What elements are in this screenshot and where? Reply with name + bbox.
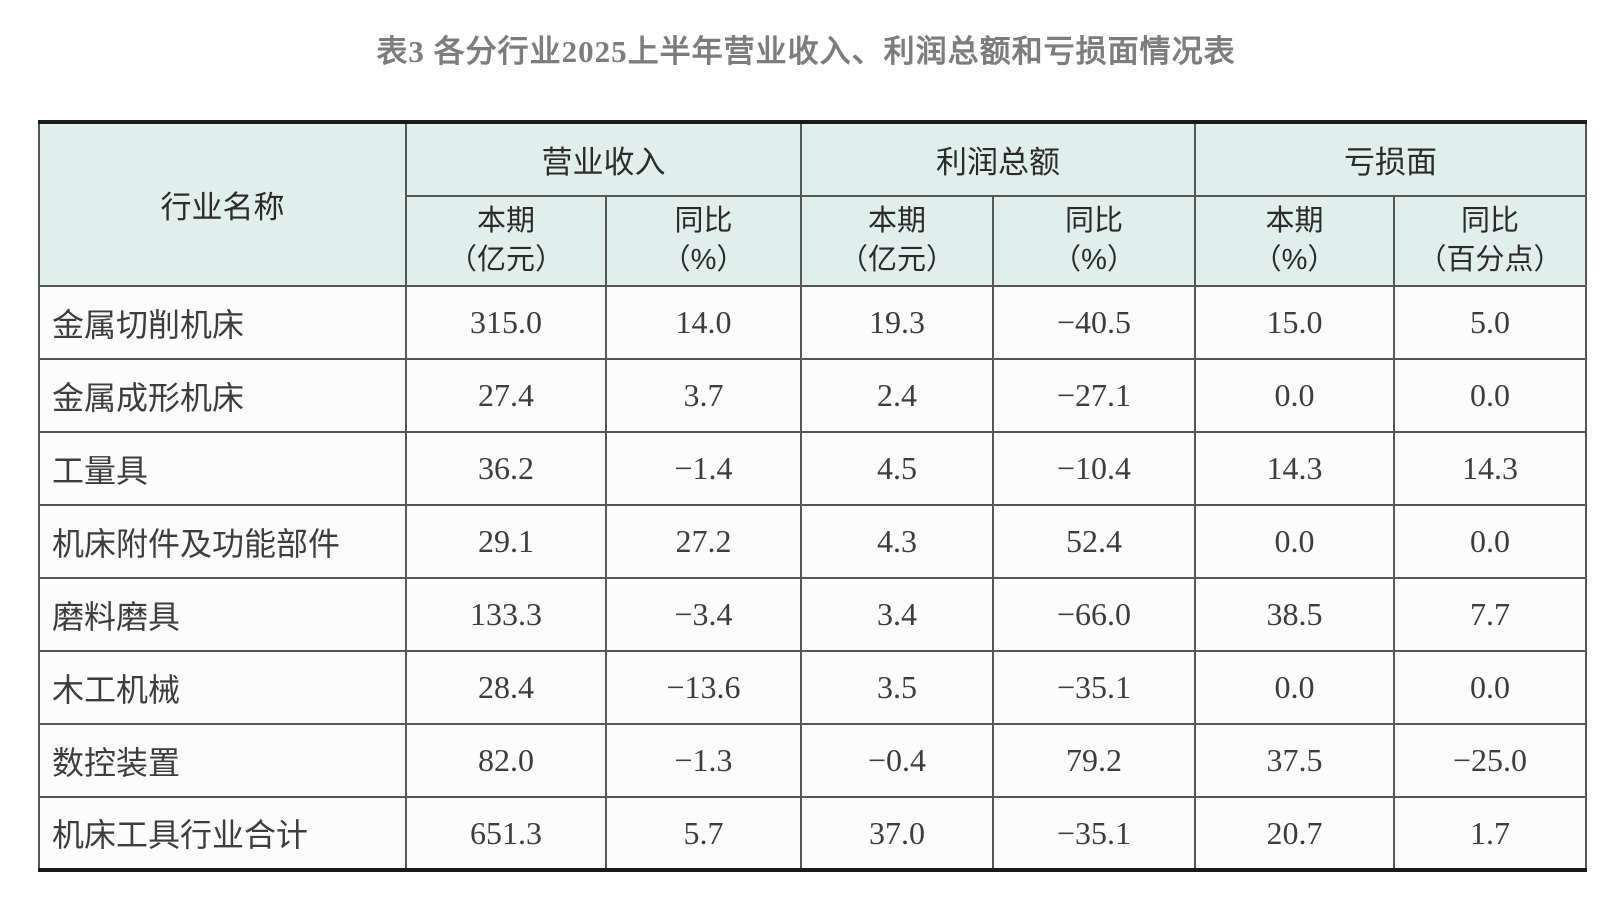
group-header-revenue: 营业收入	[405, 121, 802, 198]
value-cell: 37.5	[1194, 723, 1395, 799]
value-cell: 20.7	[1194, 796, 1395, 872]
subheader-revenue-yoy: 同比 （%）	[605, 195, 802, 288]
value-cell: −1.3	[605, 723, 802, 799]
value-cell: 1.7	[1393, 796, 1587, 872]
subheader-revenue-current: 本期 （亿元）	[405, 195, 607, 288]
table-body: 金属切削机床 315.0 14.0 19.3 −40.5 15.0 5.0 金属…	[38, 285, 1587, 872]
value-cell: −13.6	[605, 650, 802, 726]
value-cell: 82.0	[405, 723, 607, 799]
industry-name-cell: 数控装置	[38, 723, 407, 799]
value-cell: 27.4	[405, 358, 607, 434]
industry-name-cell: 机床附件及功能部件	[38, 504, 407, 580]
value-cell: −1.4	[605, 431, 802, 507]
value-cell: 15.0	[1194, 285, 1395, 361]
value-cell: 79.2	[992, 723, 1196, 799]
value-cell: −10.4	[992, 431, 1196, 507]
value-cell: 19.3	[800, 285, 994, 361]
value-cell: 14.0	[605, 285, 802, 361]
value-cell: 3.7	[605, 358, 802, 434]
value-cell: 0.0	[1393, 358, 1587, 434]
value-cell: 4.3	[800, 504, 994, 580]
table-row: 木工机械 28.4 −13.6 3.5 −35.1 0.0 0.0	[38, 650, 1587, 726]
value-cell: 315.0	[405, 285, 607, 361]
value-cell: 52.4	[992, 504, 1196, 580]
value-cell: 0.0	[1194, 358, 1395, 434]
value-cell: 7.7	[1393, 577, 1587, 653]
value-cell: 133.3	[405, 577, 607, 653]
industry-name-cell: 木工机械	[38, 650, 407, 726]
value-cell: 5.7	[605, 796, 802, 872]
value-cell: −0.4	[800, 723, 994, 799]
page-title: 表3 各分行业2025上半年营业收入、利润总额和亏损面情况表	[376, 34, 1236, 69]
value-cell: −25.0	[1393, 723, 1587, 799]
value-cell: −66.0	[992, 577, 1196, 653]
table-row: 机床附件及功能部件 29.1 27.2 4.3 52.4 0.0 0.0	[38, 504, 1587, 580]
industry-name-cell: 机床工具行业合计	[38, 796, 407, 872]
value-cell: 0.0	[1194, 504, 1395, 580]
subheader-profit-current: 本期 （亿元）	[800, 195, 994, 288]
value-cell: 14.3	[1194, 431, 1395, 507]
corner-header-industry-name: 行业名称	[38, 121, 407, 288]
industry-name-cell: 金属成形机床	[38, 358, 407, 434]
value-cell: 651.3	[405, 796, 607, 872]
value-cell: 4.5	[800, 431, 994, 507]
table-row: 磨料磨具 133.3 −3.4 3.4 −66.0 38.5 7.7	[38, 577, 1587, 653]
value-cell: 0.0	[1393, 650, 1587, 726]
value-cell: 27.2	[605, 504, 802, 580]
value-cell: 37.0	[800, 796, 994, 872]
value-cell: 28.4	[405, 650, 607, 726]
group-header-row: 行业名称 营业收入 利润总额 亏损面	[38, 121, 1587, 288]
value-cell: 38.5	[1194, 577, 1395, 653]
industry-name-cell: 磨料磨具	[38, 577, 407, 653]
group-header-total-profit: 利润总额	[800, 121, 1196, 198]
value-cell: 5.0	[1393, 285, 1587, 361]
value-cell: −27.1	[992, 358, 1196, 434]
table-row: 金属成形机床 27.4 3.7 2.4 −27.1 0.0 0.0	[38, 358, 1587, 434]
industry-name-cell: 金属切削机床	[38, 285, 407, 361]
value-cell: 2.4	[800, 358, 994, 434]
value-cell: 3.5	[800, 650, 994, 726]
value-cell: −35.1	[992, 796, 1196, 872]
value-cell: 14.3	[1393, 431, 1587, 507]
subheader-profit-yoy: 同比 （%）	[992, 195, 1196, 288]
value-cell: −40.5	[992, 285, 1196, 361]
industry-statistics-table: 行业名称 营业收入 利润总额 亏损面 本期 （亿元） 同比 （%） 本期 （亿元…	[38, 120, 1587, 873]
table-row: 金属切削机床 315.0 14.0 19.3 −40.5 15.0 5.0	[38, 285, 1587, 361]
industry-name-cell: 工量具	[38, 431, 407, 507]
subheader-loss-current: 本期 （%）	[1194, 195, 1395, 288]
table-row-total: 机床工具行业合计 651.3 5.7 37.0 −35.1 20.7 1.7	[38, 796, 1587, 872]
table-row: 工量具 36.2 −1.4 4.5 −10.4 14.3 14.3	[38, 431, 1587, 507]
value-cell: 0.0	[1393, 504, 1587, 580]
value-cell: −35.1	[992, 650, 1196, 726]
value-cell: 36.2	[405, 431, 607, 507]
table-header: 行业名称 营业收入 利润总额 亏损面 本期 （亿元） 同比 （%） 本期 （亿元…	[38, 121, 1587, 288]
value-cell: 29.1	[405, 504, 607, 580]
table-row: 数控装置 82.0 −1.3 −0.4 79.2 37.5 −25.0	[38, 723, 1587, 799]
value-cell: 3.4	[800, 577, 994, 653]
group-header-loss-ratio: 亏损面	[1194, 121, 1587, 198]
value-cell: 0.0	[1194, 650, 1395, 726]
sub-header-row: 本期 （亿元） 同比 （%） 本期 （亿元） 同比 （%） 本期 （%） 同比 …	[39, 195, 1587, 288]
value-cell: −3.4	[605, 577, 802, 653]
subheader-loss-yoy: 同比 （百分点）	[1393, 195, 1587, 288]
table-container: 行业名称 营业收入 利润总额 亏损面 本期 （亿元） 同比 （%） 本期 （亿元…	[38, 120, 1612, 873]
